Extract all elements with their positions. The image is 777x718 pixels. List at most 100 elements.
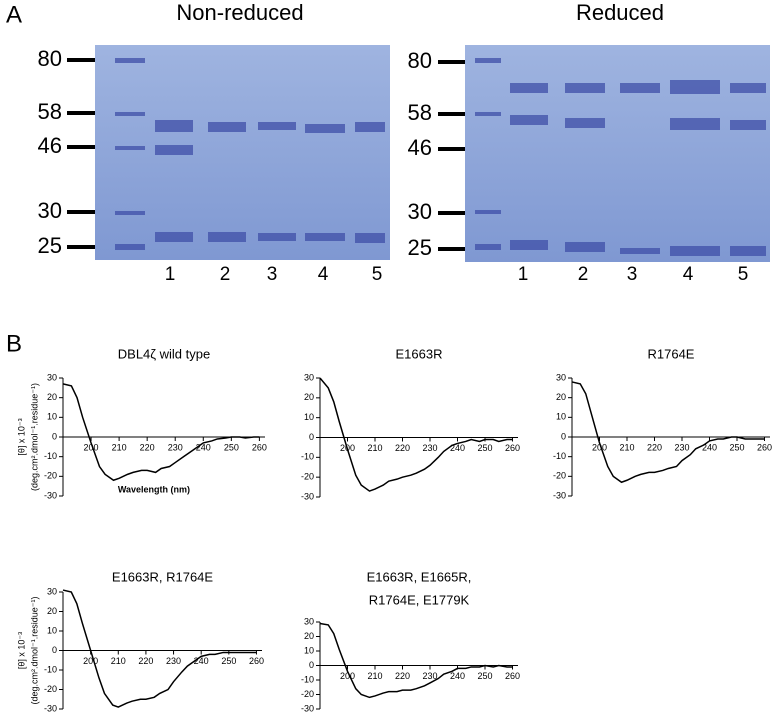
marker-label: 58	[38, 99, 62, 124]
y-tick-label: 30	[47, 372, 57, 382]
marker-label: 25	[408, 235, 432, 260]
cd-curve	[62, 383, 260, 482]
cd-curve	[319, 377, 513, 492]
gel-title: Reduced	[576, 0, 664, 25]
chart-title: E1663R, R1764E	[112, 569, 214, 584]
y-tick-label: 30	[304, 616, 314, 626]
marker-label: 46	[408, 135, 432, 160]
cd-curve	[571, 381, 765, 484]
marker-label: 80	[408, 48, 432, 73]
x-tick-label: 240	[702, 442, 717, 452]
x-tick-label: 220	[647, 442, 662, 452]
x-tick-label: 200	[592, 442, 607, 452]
y-tick-label: 0	[561, 431, 566, 441]
y-tick-label: 20	[304, 631, 314, 641]
y-axis-label: (deg.cm².dmol⁻¹.residue⁻¹)	[29, 596, 39, 704]
x-tick-label: 210	[367, 443, 382, 453]
x-axis-label: Wavelength (nm)	[118, 484, 190, 494]
y-tick-label: -30	[44, 490, 57, 500]
x-tick-label: 250	[729, 442, 744, 452]
x-tick-label: 240	[450, 671, 465, 681]
y-tick-label: 0	[52, 431, 57, 441]
x-tick-label: 260	[757, 442, 772, 452]
chart-title: E1663R, E1665R,	[367, 569, 472, 584]
y-tick-label: -20	[553, 471, 566, 481]
y-tick-label: 20	[47, 392, 57, 402]
y-tick-label: -20	[44, 684, 57, 694]
marker-label: 30	[408, 199, 432, 224]
y-tick-label: -30	[301, 491, 314, 501]
marker-label: 80	[38, 46, 62, 71]
x-tick-label: 230	[166, 656, 181, 666]
y-tick-label: 0	[309, 432, 314, 442]
lane-label: 4	[683, 264, 694, 285]
y-axis-label: [θ] x 10⁻³	[16, 632, 26, 669]
y-tick-label: 0	[309, 660, 314, 670]
x-tick-label: 210	[619, 442, 634, 452]
chart-title: E1663R	[396, 346, 443, 361]
x-tick-label: 230	[168, 442, 183, 452]
x-tick-label: 250	[477, 671, 492, 681]
x-tick-label: 260	[249, 656, 264, 666]
y-tick-label: 0	[52, 645, 57, 655]
y-axis-label: [θ] x 10⁻³	[16, 418, 26, 455]
x-tick-label: 230	[674, 442, 689, 452]
y-tick-label: 30	[556, 372, 566, 382]
y-tick-label: -10	[553, 451, 566, 461]
x-tick-label: 250	[221, 656, 236, 666]
x-tick-label: 220	[395, 443, 410, 453]
y-tick-label: -20	[301, 472, 314, 482]
x-tick-label: 200	[340, 671, 355, 681]
x-tick-label: 230	[422, 443, 437, 453]
marker-label: 25	[38, 233, 62, 258]
x-tick-label: 200	[83, 656, 98, 666]
y-tick-label: 20	[304, 392, 314, 402]
x-tick-label: 230	[422, 671, 437, 681]
lane-label: 2	[578, 264, 589, 285]
x-tick-label: 210	[112, 442, 127, 452]
x-tick-label: 220	[138, 656, 153, 666]
chart-title: DBL4ζ wild type	[118, 346, 210, 361]
x-tick-label: 200	[84, 442, 99, 452]
x-tick-label: 220	[140, 442, 155, 452]
cd-curve	[319, 622, 513, 699]
x-tick-label: 210	[111, 656, 126, 666]
chart-title: R1764E, E1779K	[369, 592, 470, 607]
y-axis-label: (deg.cm².dmol⁻¹.residue⁻¹)	[29, 383, 39, 491]
y-tick-label: 20	[556, 392, 566, 402]
y-tick-label: 10	[47, 412, 57, 422]
y-tick-label: 10	[47, 625, 57, 635]
panel-label: B	[6, 330, 22, 357]
y-tick-label: -30	[301, 703, 314, 713]
x-tick-label: 220	[395, 671, 410, 681]
lane-label: 1	[518, 264, 529, 285]
y-tick-label: 10	[304, 412, 314, 422]
lane-label: 3	[627, 264, 638, 285]
y-tick-label: 20	[47, 606, 57, 616]
x-tick-label: 260	[252, 442, 267, 452]
y-tick-label: -20	[301, 689, 314, 699]
lane-label: 5	[738, 264, 749, 285]
y-tick-label: 10	[556, 412, 566, 422]
x-tick-label: 210	[367, 671, 382, 681]
lane-label: 5	[372, 264, 383, 285]
lane-label: 3	[267, 264, 278, 285]
lane-label: 4	[318, 264, 329, 285]
marker-label: 30	[38, 198, 62, 223]
x-tick-label: 250	[477, 443, 492, 453]
x-tick-label: 260	[505, 443, 520, 453]
y-tick-label: -10	[44, 664, 57, 674]
y-tick-label: 10	[304, 645, 314, 655]
y-tick-label: -30	[553, 490, 566, 500]
x-tick-label: 240	[194, 656, 209, 666]
x-tick-label: 260	[505, 671, 520, 681]
x-tick-label: 250	[224, 442, 239, 452]
gel-image	[95, 45, 770, 262]
y-tick-label: -10	[301, 452, 314, 462]
y-tick-label: -10	[44, 451, 57, 461]
y-tick-label: -10	[301, 674, 314, 684]
chart-title: R1764E	[648, 346, 695, 361]
y-tick-label: 30	[304, 372, 314, 382]
cd-curve	[62, 589, 257, 708]
